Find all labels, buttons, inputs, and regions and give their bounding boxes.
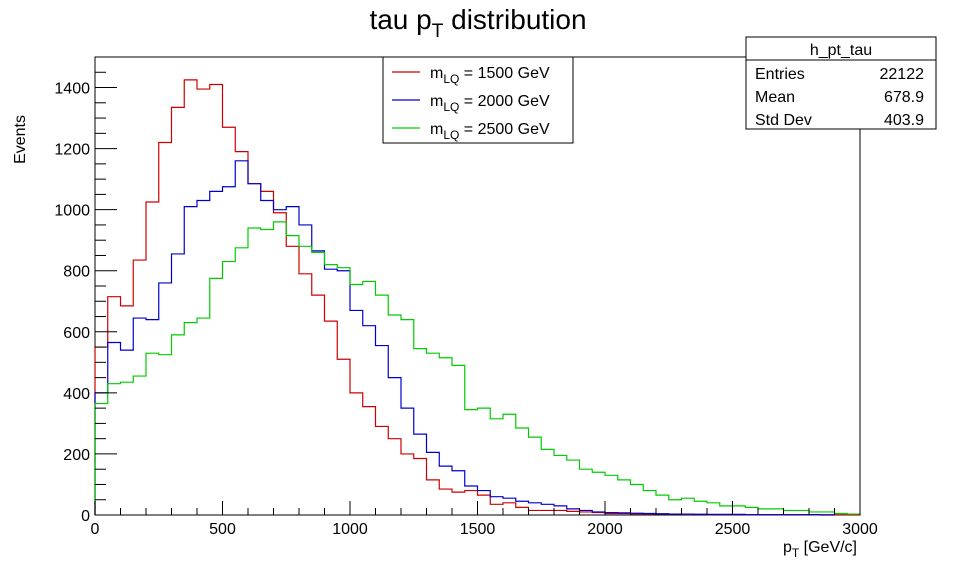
y-tick-label: 400 bbox=[63, 386, 90, 403]
series-line-1 bbox=[94, 160, 835, 516]
legend-label-2: mLQ = 2500 GeV bbox=[430, 121, 550, 142]
x-tick-label: 1000 bbox=[332, 521, 368, 538]
stats-stddev-label: Std Dev bbox=[755, 112, 812, 129]
stats-title: h_pt_tau bbox=[810, 42, 872, 59]
y-tick-label: 1200 bbox=[54, 142, 90, 159]
y-tick-label: 1400 bbox=[54, 81, 90, 98]
x-axis-title: pT [GeV/c] bbox=[783, 539, 857, 560]
x-tick-label: 2000 bbox=[587, 521, 623, 538]
stats-entries-label: Entries bbox=[755, 66, 805, 83]
y-tick-label: 1000 bbox=[54, 203, 90, 220]
x-tick-label: 3000 bbox=[842, 521, 878, 538]
stats-frame bbox=[745, 36, 937, 130]
series-line-2 bbox=[94, 221, 861, 515]
y-axis-title: Events bbox=[12, 115, 29, 164]
stats-box: h_pt_tau Entries 22122 Mean 678.9 Std De… bbox=[745, 36, 937, 130]
stats-stddev-value: 403.9 bbox=[884, 112, 924, 129]
x-tick-label: 500 bbox=[209, 521, 236, 538]
series-group bbox=[94, 79, 861, 516]
chart-title: tau pT distribution bbox=[369, 4, 586, 42]
legend: mLQ = 1500 GeV mLQ = 2000 GeV mLQ = 2500 G… bbox=[382, 56, 574, 144]
stats-entries-value: 22122 bbox=[880, 66, 925, 83]
y-axis: 0 200 400 600 800 1000 1200 1400 bbox=[54, 56, 117, 525]
x-axis: 0 500 1000 1500 2000 2500 3000 bbox=[91, 501, 878, 538]
x-tick-label: 1500 bbox=[460, 521, 496, 538]
legend-label-0: mLQ = 1500 GeV bbox=[430, 65, 550, 86]
stats-mean-label: Mean bbox=[755, 89, 795, 106]
y-tick-label: 800 bbox=[63, 264, 90, 281]
x-tick-label: 2500 bbox=[715, 521, 751, 538]
y-tick-label: 200 bbox=[63, 447, 90, 464]
legend-label-1: mLQ = 2000 GeV bbox=[430, 93, 550, 114]
stats-mean-value: 678.9 bbox=[884, 89, 924, 106]
y-tick-label: 0 bbox=[81, 508, 90, 525]
x-tick-label: 0 bbox=[91, 521, 100, 538]
y-tick-label: 600 bbox=[63, 325, 90, 342]
